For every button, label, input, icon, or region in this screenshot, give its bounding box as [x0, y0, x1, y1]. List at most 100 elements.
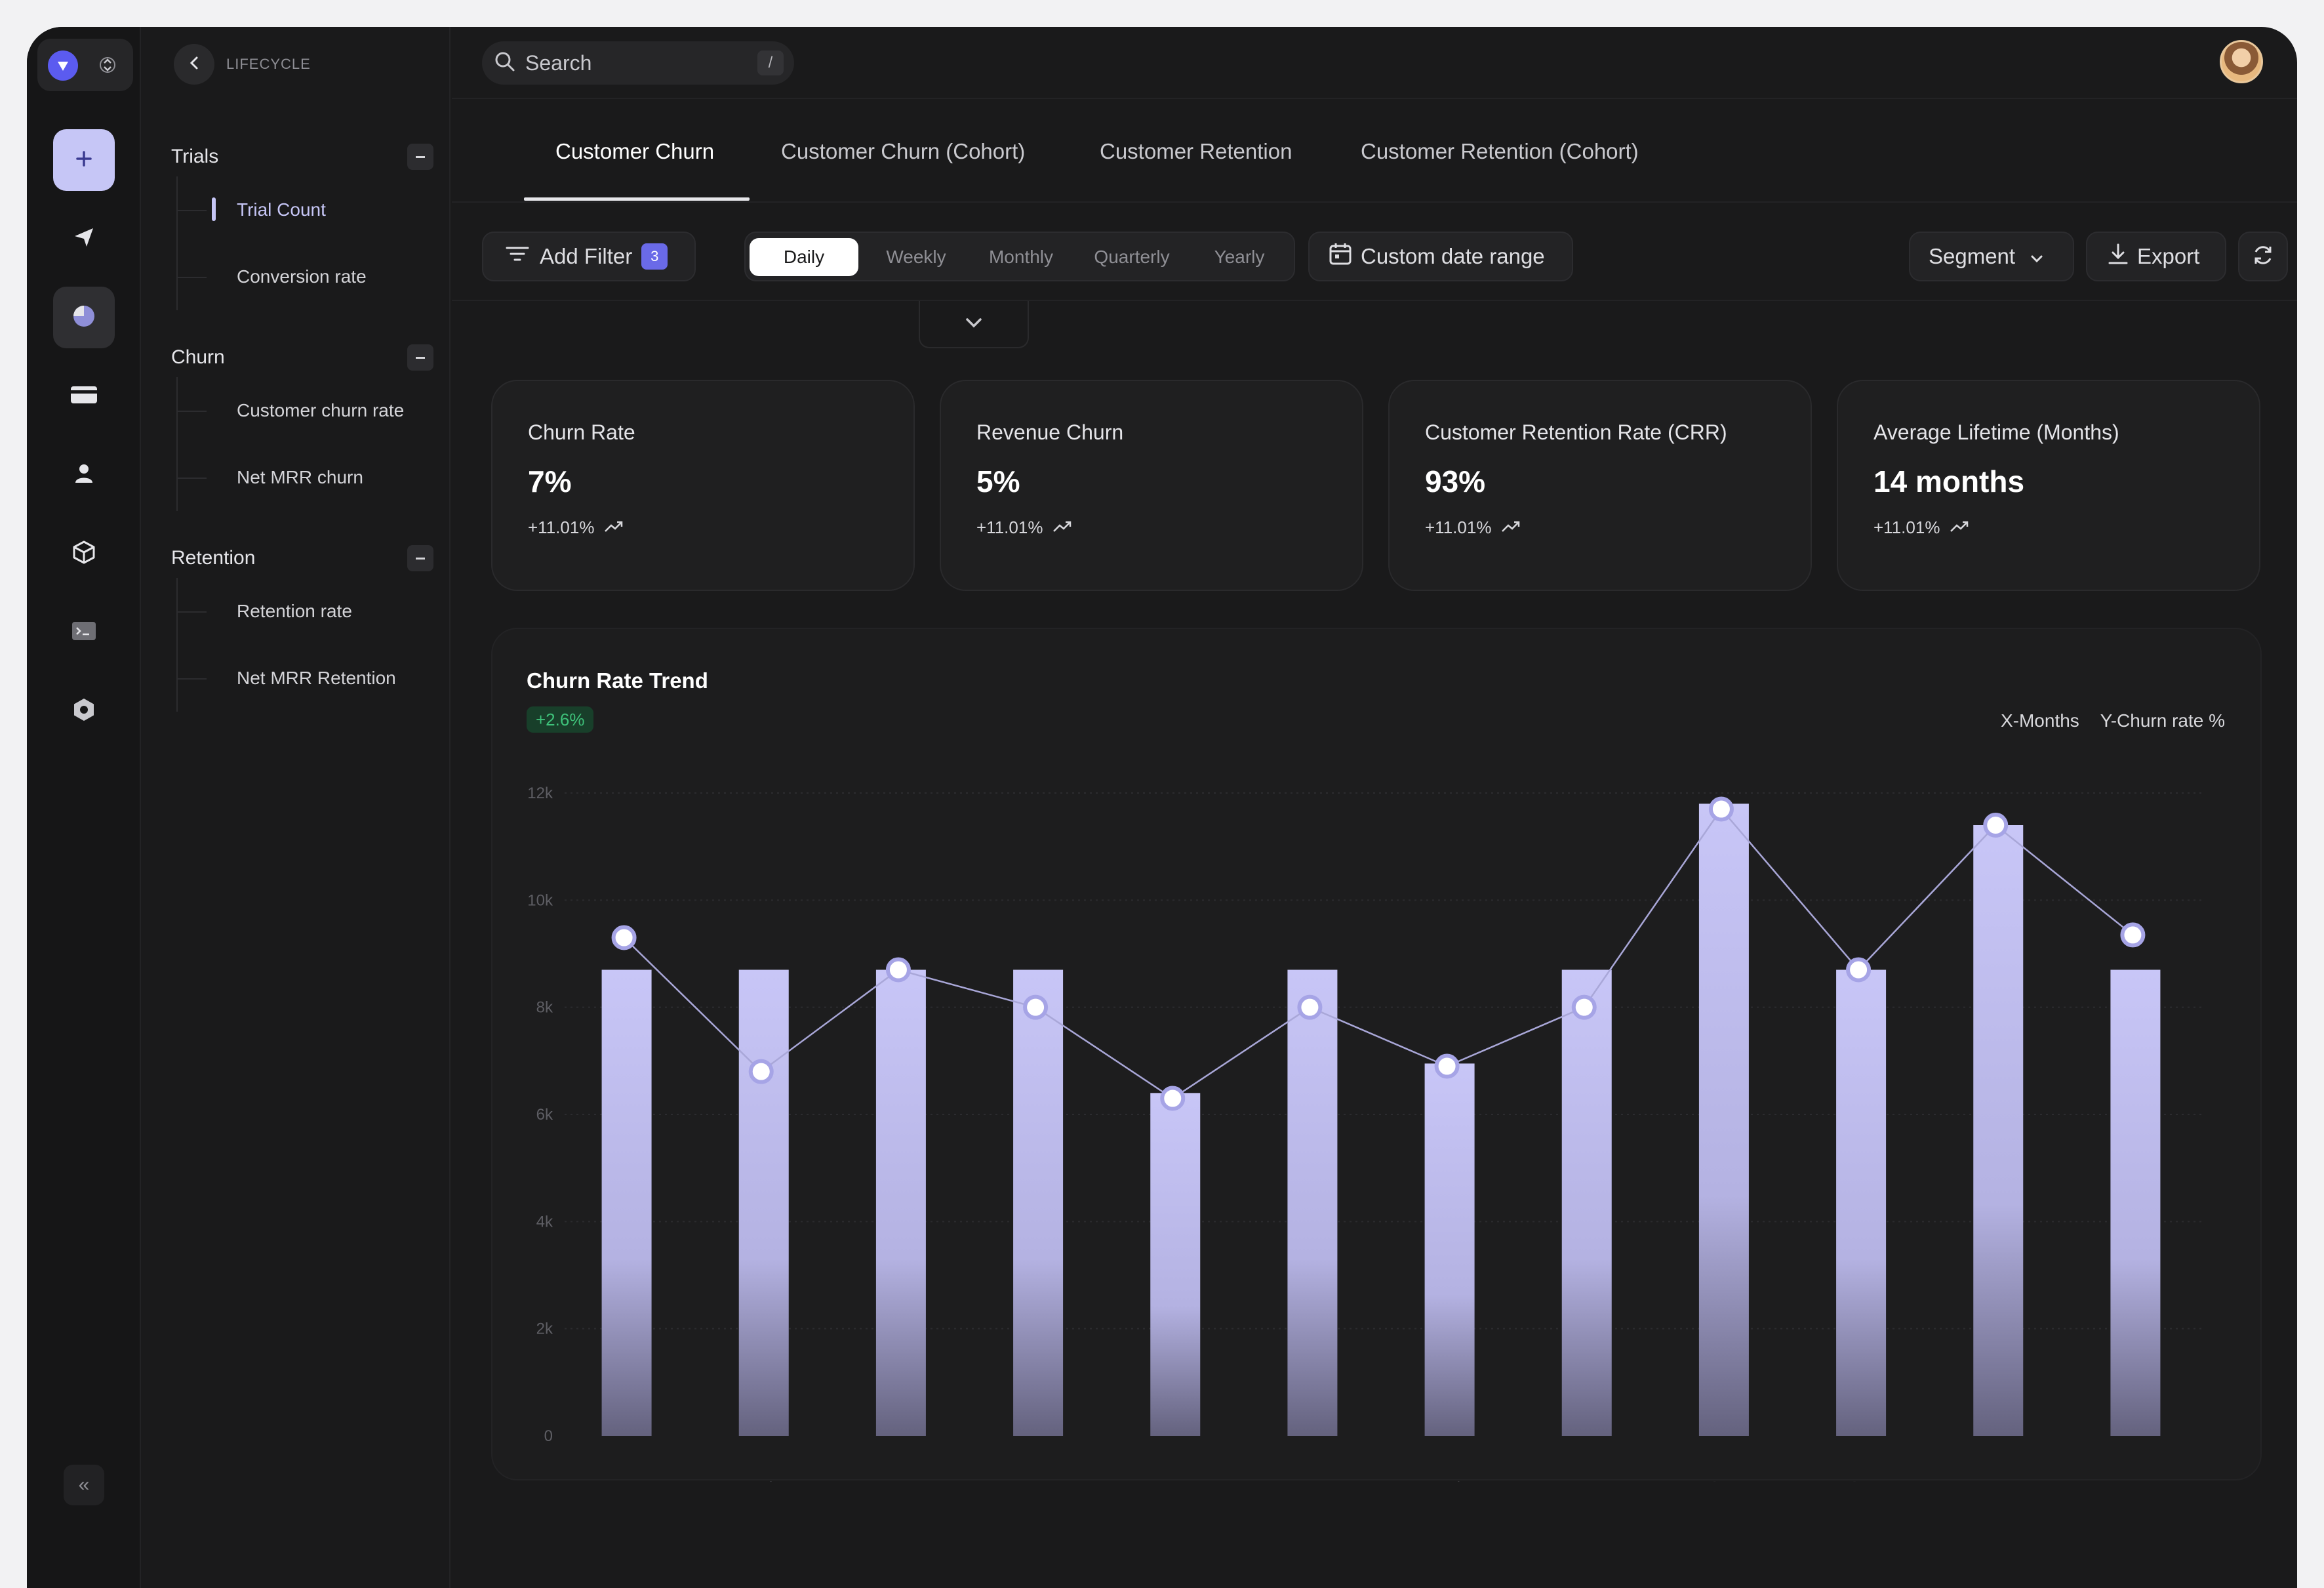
- x-tick-label: May: [1159, 1478, 1192, 1482]
- period-yearly[interactable]: Yearly: [1214, 247, 1265, 267]
- bar-may[interactable]: [1150, 1093, 1201, 1436]
- sidebar-item-retention-rate[interactable]: Retention rate: [178, 578, 433, 645]
- segment-label: Segment: [1929, 244, 2016, 268]
- stat-change-value: +11.01%: [528, 518, 595, 537]
- segment-dropdown[interactable]: Segment: [1909, 232, 2074, 281]
- tab-customer-retention[interactable]: Customer Retention: [1100, 139, 1292, 163]
- sidebar-item-label: Customer churn rate: [237, 400, 405, 420]
- collapse-toolbar-button[interactable]: [919, 301, 1029, 348]
- stat-label: Customer Retention Rate (CRR): [1425, 420, 1727, 444]
- sidebar-item-customer-churn-rate[interactable]: Customer churn rate: [178, 377, 433, 444]
- avatar[interactable]: [2220, 40, 2263, 83]
- terminal-icon: [71, 620, 97, 645]
- search-input[interactable]: Search /: [482, 41, 794, 85]
- x-tick-label: Jul: [1439, 1478, 1460, 1482]
- period-quarterly[interactable]: Quarterly: [1094, 247, 1170, 267]
- trend-point-oct[interactable]: [1846, 957, 1872, 983]
- minus-icon: [416, 155, 425, 158]
- credit-card-icon: [70, 384, 98, 409]
- period-daily[interactable]: Daily: [750, 238, 858, 276]
- add-filter-button[interactable]: Add Filter 3: [482, 232, 696, 281]
- custom-date-range-button[interactable]: Custom date range: [1308, 232, 1573, 281]
- sidebar-item-label: Net MRR churn: [237, 467, 363, 487]
- y-tick-label: 6k: [536, 1106, 553, 1124]
- rail-settings-button[interactable]: [53, 680, 115, 742]
- tab-customer-churn-cohort[interactable]: Customer Churn (Cohort): [781, 139, 1026, 163]
- bar-feb[interactable]: [738, 969, 789, 1436]
- x-tick-label: Oct: [1848, 1478, 1875, 1482]
- collapse-sidebar-button[interactable]: «: [64, 1465, 104, 1505]
- tab-bar: Customer Churn Customer Churn (Cohort) C…: [452, 100, 2297, 203]
- tab-customer-retention-cohort[interactable]: Customer Retention (Cohort): [1361, 139, 1639, 163]
- y-tick-label: 12k: [527, 784, 553, 802]
- bar-aug[interactable]: [1561, 969, 1612, 1436]
- export-button[interactable]: Export: [2086, 232, 2226, 281]
- bar-jan[interactable]: [601, 969, 652, 1436]
- stat-card-retention-rate[interactable]: Customer Retention Rate (CRR) 93% +11.01…: [1388, 380, 1812, 591]
- workspace-logo-icon: [48, 51, 78, 81]
- chevron-down-icon: [964, 317, 984, 332]
- period-monthly[interactable]: Monthly: [988, 247, 1054, 267]
- stat-value: 5%: [976, 464, 1020, 499]
- trend-point-may[interactable]: [1160, 1086, 1186, 1111]
- trend-point-apr[interactable]: [1023, 994, 1049, 1020]
- sidebar-item-net-mrr-churn[interactable]: Net MRR churn: [178, 444, 433, 511]
- back-button[interactable]: [174, 44, 214, 85]
- trend-point-jun[interactable]: [1297, 994, 1323, 1020]
- collapse-group-button[interactable]: [407, 545, 433, 571]
- rail-customers-button[interactable]: [53, 444, 115, 506]
- stat-card-revenue-churn[interactable]: Revenue Churn 5% +11.01%: [940, 380, 1363, 591]
- x-tick-label: Mar: [887, 1478, 916, 1482]
- bar-dec[interactable]: [2110, 969, 2161, 1436]
- bar-nov[interactable]: [1973, 825, 2024, 1436]
- stat-card-churn-rate[interactable]: Churn Rate 7% +11.01%: [491, 380, 915, 591]
- chevron-up-down-icon[interactable]: [94, 51, 121, 79]
- tab-customer-churn[interactable]: Customer Churn: [555, 139, 715, 163]
- bar-mar[interactable]: [875, 969, 926, 1436]
- collapse-group-button[interactable]: [407, 344, 433, 371]
- rail-products-button[interactable]: [53, 523, 115, 584]
- sidebar-item-trial-count[interactable]: Trial Count: [178, 176, 433, 243]
- stat-change: +11.01%: [1425, 518, 1521, 538]
- trend-point-nov[interactable]: [1983, 813, 2009, 838]
- trend-point-feb[interactable]: [748, 1059, 774, 1084]
- legend-x-axis: X-Months: [2000, 710, 2079, 731]
- refresh-button[interactable]: [2238, 232, 2288, 281]
- navigation-arrow-icon: [71, 224, 97, 254]
- workspace-switcher[interactable]: [37, 39, 133, 91]
- x-tick-label: Sep: [1709, 1478, 1739, 1482]
- rail-billing-button[interactable]: [53, 365, 115, 427]
- rail-add-button[interactable]: [53, 129, 115, 191]
- sidebar-group-title: Churn: [171, 346, 225, 368]
- bar-apr[interactable]: [1013, 969, 1064, 1436]
- cube-icon: [71, 539, 97, 569]
- bar-jul[interactable]: [1424, 1063, 1475, 1436]
- trend-point-jul[interactable]: [1434, 1053, 1460, 1079]
- stat-label: Average Lifetime (Months): [1873, 420, 2119, 444]
- trend-point-mar[interactable]: [885, 957, 911, 983]
- sidebar-item-net-mrr-retention[interactable]: Net MRR Retention: [178, 645, 433, 712]
- bar-jun[interactable]: [1287, 969, 1338, 1436]
- bar-sep[interactable]: [1698, 804, 1749, 1436]
- rail-analytics-button[interactable]: [53, 287, 115, 348]
- trend-up-icon: [594, 518, 624, 538]
- stat-card-average-lifetime[interactable]: Average Lifetime (Months) 14 months +11.…: [1837, 380, 2260, 591]
- toolbar: Add Filter 3 Daily Weekly Monthly Quarte…: [452, 204, 2297, 301]
- minus-icon: [416, 356, 425, 359]
- y-tick-label: 2k: [536, 1320, 553, 1338]
- collapse-group-button[interactable]: [407, 144, 433, 170]
- trend-point-sep[interactable]: [1708, 796, 1734, 822]
- sidebar-group-trials: Trials Trial Count Conversion rate: [169, 137, 433, 310]
- sidebar-item-conversion-rate[interactable]: Conversion rate: [178, 243, 433, 310]
- trend-point-jan[interactable]: [611, 925, 637, 950]
- x-tick-label: Jan: [613, 1478, 641, 1482]
- sidebar-item-label: Conversion rate: [237, 266, 367, 287]
- sidebar-group-retention: Retention Retention rate Net MRR Retenti…: [169, 539, 433, 712]
- rail-navigation-button[interactable]: [53, 208, 115, 270]
- rail-developer-button[interactable]: [53, 601, 115, 663]
- bar-oct[interactable]: [1836, 969, 1887, 1436]
- period-weekly[interactable]: Weekly: [886, 247, 946, 267]
- trend-point-aug[interactable]: [1571, 994, 1597, 1020]
- trend-point-dec[interactable]: [2120, 922, 2146, 948]
- double-chevron-left-icon: «: [78, 1474, 90, 1496]
